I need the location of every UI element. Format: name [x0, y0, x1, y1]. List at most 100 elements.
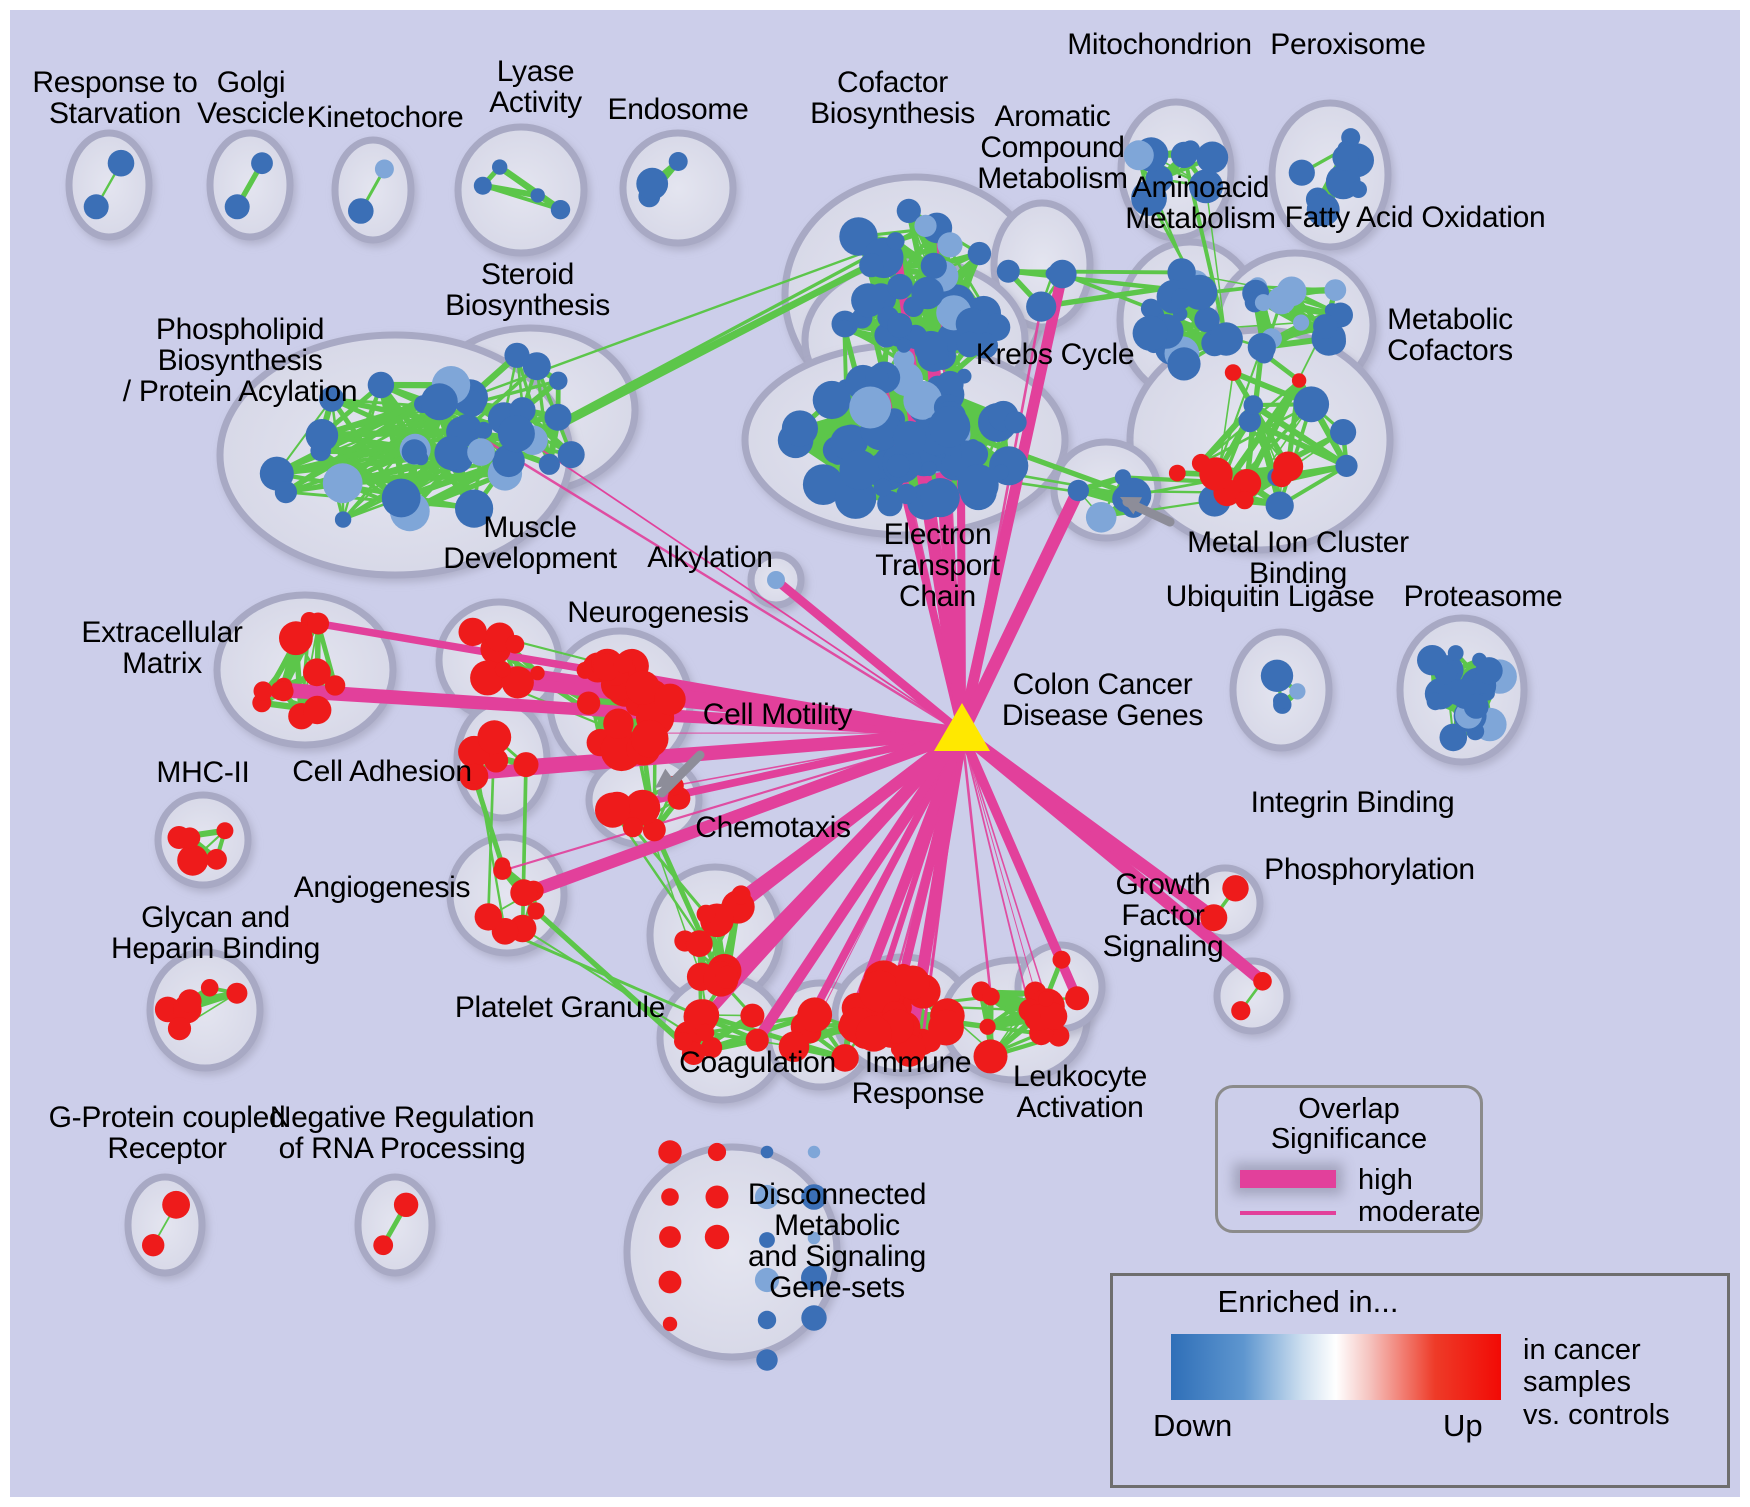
- gene-set-node: [501, 666, 534, 699]
- gene-set-node: [859, 253, 884, 278]
- gene-set-node: [1170, 141, 1198, 169]
- gene-set-node: [420, 383, 458, 421]
- gene-set-node: [374, 159, 394, 179]
- gene-set-node: [493, 861, 512, 880]
- gene-set-node: [1140, 298, 1161, 319]
- cluster-label-kinetochore: Kinetochore: [306, 101, 464, 134]
- gene-set-node: [696, 1023, 715, 1042]
- legend-overlap-title: Overlap Significance: [1270, 1093, 1428, 1156]
- gene-set-node: [658, 1270, 682, 1294]
- gene-set-node: [914, 330, 948, 365]
- gene-set-node: [920, 478, 960, 518]
- cluster-label-response-to-starvation: Response to Starvation: [32, 66, 198, 130]
- gene-set-node: [83, 194, 109, 220]
- cluster-label-electron-transport-chain: Electron Transport Chain: [875, 518, 1000, 613]
- gene-set-node: [757, 1310, 777, 1330]
- gene-set-node: [1132, 315, 1168, 351]
- gene-set-node: [303, 658, 331, 687]
- gene-set-node: [1335, 454, 1358, 477]
- gene-set-node: [715, 965, 739, 989]
- gene-set-node: [505, 635, 525, 654]
- cluster-label-glycan-heparin-binding: Glycan and Heparin Binding: [111, 901, 320, 965]
- gene-set-node: [979, 1018, 996, 1035]
- gene-set-node: [1426, 692, 1445, 711]
- gene-set-node: [893, 349, 915, 371]
- gene-set-node: [835, 319, 854, 338]
- gene-set-node: [920, 252, 947, 279]
- gene-set-node: [251, 152, 273, 175]
- gene-set-node: [961, 440, 989, 468]
- gene-set-node: [1189, 169, 1223, 204]
- gene-set-node: [492, 444, 525, 478]
- gene-set-node: [544, 403, 572, 431]
- gene-set-node: [887, 273, 913, 300]
- legend-high-label: high: [1358, 1164, 1413, 1196]
- gene-set-node: [274, 481, 297, 504]
- gene-set-node: [896, 483, 917, 505]
- cluster-label-lyase-activity: Lyase Activity: [489, 55, 582, 119]
- gene-set-node: [831, 1044, 859, 1072]
- gene-set-node: [849, 386, 892, 429]
- gene-set-node: [1260, 659, 1294, 692]
- cluster-label-aminoacid-metabolism: Aminoacid Metabolism: [1125, 171, 1276, 235]
- gene-set-node: [696, 904, 716, 924]
- gene-set-node: [530, 188, 545, 203]
- gene-set-node: [957, 464, 999, 506]
- gene-set-node: [896, 198, 921, 223]
- legend-moderate-label: moderate: [1358, 1196, 1481, 1228]
- cluster-label-gpcr: G-Protein coupled Receptor: [48, 1101, 286, 1165]
- gene-set-node: [538, 453, 561, 475]
- gene-set-node: [936, 370, 964, 399]
- gene-set-node: [674, 1032, 693, 1051]
- gene-set-node: [1235, 491, 1254, 510]
- gene-set-node: [745, 1028, 769, 1052]
- gene-set-node: [494, 661, 511, 678]
- cluster-label-ubiquitin-ligase: Ubiquitin Ligase: [1165, 580, 1375, 613]
- gene-set-nodes: [83, 128, 1517, 1371]
- gene-set-node: [801, 1305, 827, 1331]
- gene-set-node: [1231, 1001, 1251, 1021]
- gene-set-node: [1463, 693, 1489, 719]
- gene-set-node: [1171, 288, 1193, 310]
- cluster-label-negative-regulation-rna-processing: Negative Regulation of RNA Processing: [269, 1101, 535, 1165]
- gene-set-node: [595, 792, 631, 828]
- gene-set-node: [731, 885, 751, 905]
- gene-set-node: [1330, 419, 1357, 446]
- gene-set-node: [982, 987, 1000, 1006]
- gene-set-node: [801, 1265, 827, 1291]
- gene-set-node: [1253, 972, 1272, 991]
- gene-set-node: [1200, 904, 1228, 932]
- gene-set-node: [467, 438, 495, 466]
- gene-set-node: [1254, 294, 1272, 312]
- gene-set-node: [704, 1224, 730, 1250]
- gene-set-node: [801, 1184, 827, 1210]
- cluster-label-krebs-cycle: Krebs Cycle: [975, 338, 1135, 371]
- legend-enriched-title: Enriched in...: [1217, 1284, 1399, 1319]
- cluster-label-proteasome: Proteasome: [1403, 580, 1563, 613]
- gene-set-node: [887, 313, 913, 338]
- gene-set-node: [434, 435, 469, 471]
- legend-up-label: Up: [1443, 1408, 1483, 1443]
- gene-set-node: [892, 420, 927, 455]
- gene-set-node: [1222, 875, 1249, 902]
- cluster-label-extracellular-matrix: Extracellular Matrix: [81, 616, 243, 680]
- cluster-label-mhc-ii: MHC-II: [156, 756, 250, 789]
- gene-set-node: [622, 817, 644, 838]
- hub-node-colon-cancer-disease-genes[interactable]: [934, 703, 990, 751]
- gene-set-node: [914, 214, 937, 237]
- gene-set-node: [807, 1145, 821, 1159]
- gene-set-node: [967, 241, 992, 266]
- cluster-label-phospholipid-biosynthesis: Phospholipid Biosynthesis / Protein Acyl…: [122, 313, 358, 408]
- gene-set-node: [797, 997, 833, 1033]
- gene-set-node: [1040, 1002, 1068, 1030]
- gene-set-node: [549, 371, 568, 390]
- gene-set-node: [550, 200, 571, 220]
- gene-set-node: [654, 683, 686, 716]
- gene-set-node: [1047, 1025, 1070, 1047]
- gene-set-node: [1313, 314, 1338, 339]
- cluster-label-mitochondrion: Mitochondrion: [1067, 28, 1252, 61]
- gene-set-node: [1167, 347, 1201, 381]
- gene-set-node: [1145, 165, 1173, 193]
- gene-set-node: [955, 307, 989, 341]
- gene-set-node: [1417, 645, 1448, 676]
